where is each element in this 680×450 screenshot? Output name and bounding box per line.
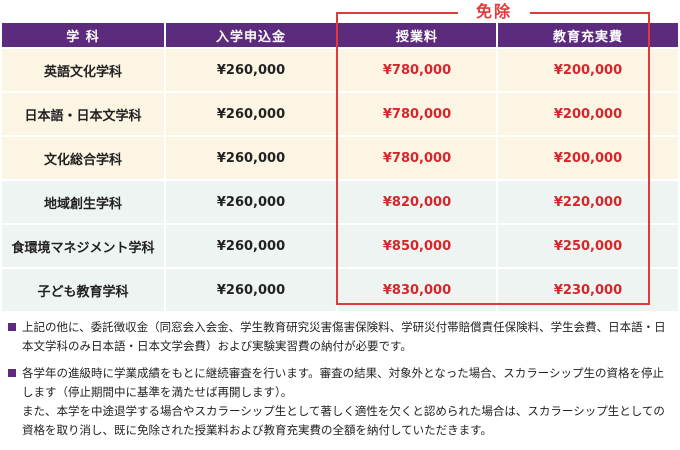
table-row: 英語文化学科 ¥260,000 ¥780,000 ¥200,000 (2, 49, 678, 91)
note-item: 各学年の進級時に学業成績をもとに継続審査を行います。審査の結果、対象外となった場… (8, 364, 674, 440)
department-cell: 文化総合学科 (2, 137, 164, 179)
department-cell: 子ども教育学科 (2, 269, 164, 311)
square-bullet-icon (8, 323, 16, 331)
tuition-cell: ¥780,000 (338, 49, 496, 91)
note-item: 上記の他に、委託徴収金（同窓会入会金、学生教育研究災害傷害保険料、学研災付帯賠償… (8, 318, 674, 356)
tuition-cell: ¥780,000 (338, 137, 496, 179)
table-row: 食環境マネジメント学科 ¥260,000 ¥850,000 ¥250,000 (2, 225, 678, 267)
table-row: 子ども教育学科 ¥260,000 ¥830,000 ¥230,000 (2, 269, 678, 311)
square-bullet-icon (8, 369, 16, 377)
fee-table-header-row: 学 科 入学申込金 授業料 教育充実費 (2, 23, 678, 47)
enrichment-fee-cell: ¥200,000 (498, 93, 678, 135)
tuition-cell: ¥830,000 (338, 269, 496, 311)
application-fee-cell: ¥260,000 (166, 269, 336, 311)
application-fee-cell: ¥260,000 (166, 49, 336, 91)
tuition-cell: ¥850,000 (338, 225, 496, 267)
note-text: また、本学を中途退学する場合やスカラーシップ生として著しく適性を欠くと認められた… (22, 404, 665, 437)
tuition-cell: ¥780,000 (338, 93, 496, 135)
enrichment-fee-cell: ¥220,000 (498, 181, 678, 223)
table-row: 地域創生学科 ¥260,000 ¥820,000 ¥220,000 (2, 181, 678, 223)
application-fee-cell: ¥260,000 (166, 181, 336, 223)
enrichment-fee-cell: ¥200,000 (498, 49, 678, 91)
header-application-fee: 入学申込金 (166, 23, 336, 47)
header-tuition: 授業料 (338, 23, 496, 47)
table-row: 日本語・日本文学科 ¥260,000 ¥780,000 ¥200,000 (2, 93, 678, 135)
table-row: 文化総合学科 ¥260,000 ¥780,000 ¥200,000 (2, 137, 678, 179)
enrichment-fee-cell: ¥250,000 (498, 225, 678, 267)
header-enrichment-fee: 教育充実費 (498, 23, 678, 47)
department-cell: 日本語・日本文学科 (2, 93, 164, 135)
application-fee-cell: ¥260,000 (166, 93, 336, 135)
enrichment-fee-cell: ¥200,000 (498, 137, 678, 179)
application-fee-cell: ¥260,000 (166, 225, 336, 267)
department-cell: 食環境マネジメント学科 (2, 225, 164, 267)
notes-section: 上記の他に、委託徴収金（同窓会入会金、学生教育研究災害傷害保険料、学研災付帯賠償… (8, 318, 674, 448)
enrichment-fee-cell: ¥230,000 (498, 269, 678, 311)
note-text: 各学年の進級時に学業成績をもとに継続審査を行います。審査の結果、対象外となった場… (22, 366, 665, 399)
department-cell: 英語文化学科 (2, 49, 164, 91)
note-text: 上記の他に、委託徴収金（同窓会入会金、学生教育研究災害傷害保険料、学研災付帯賠償… (22, 320, 666, 353)
application-fee-cell: ¥260,000 (166, 137, 336, 179)
header-department: 学 科 (2, 23, 164, 47)
tuition-cell: ¥820,000 (338, 181, 496, 223)
fee-table: 学 科 入学申込金 授業料 教育充実費 英語文化学科 ¥260,000 ¥780… (0, 21, 680, 313)
exempt-label: 免除 (458, 3, 530, 21)
department-cell: 地域創生学科 (2, 181, 164, 223)
